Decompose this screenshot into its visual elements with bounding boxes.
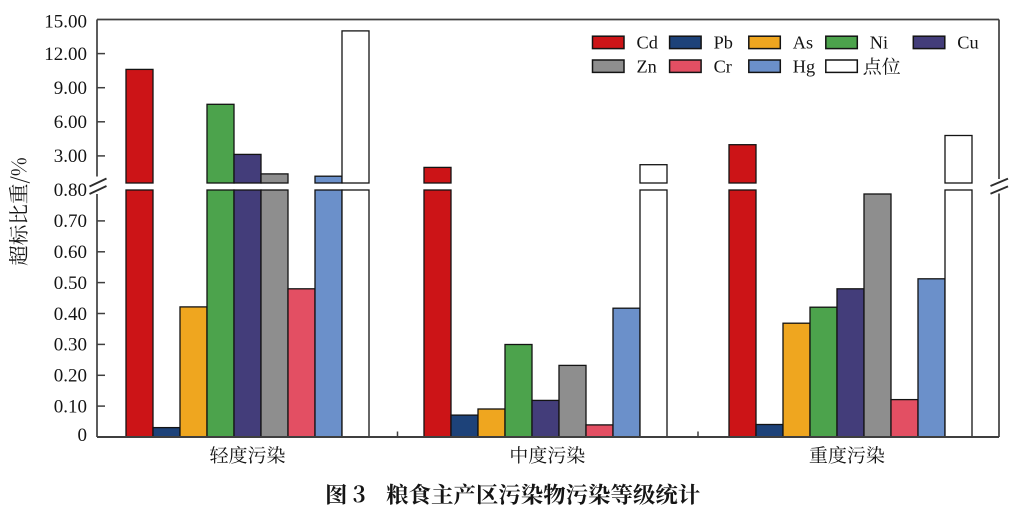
svg-text:Cd: Cd (637, 33, 658, 53)
svg-text:Pb: Pb (714, 33, 733, 53)
svg-text:Cu: Cu (957, 33, 978, 53)
svg-text:Cr: Cr (714, 56, 732, 76)
svg-text:9.00: 9.00 (54, 78, 87, 99)
svg-text:15.00: 15.00 (44, 11, 87, 32)
svg-text:Ni: Ni (870, 33, 888, 53)
svg-text:0.70: 0.70 (54, 211, 87, 232)
svg-text:0.50: 0.50 (54, 273, 87, 294)
svg-text:6.00: 6.00 (54, 112, 87, 133)
svg-text:0.20: 0.20 (54, 366, 87, 387)
svg-text:0.40: 0.40 (54, 304, 87, 325)
svg-text:12.00: 12.00 (44, 44, 87, 65)
svg-text:Zn: Zn (637, 56, 657, 76)
svg-text:0.10: 0.10 (54, 396, 87, 417)
svg-text:3.00: 3.00 (54, 146, 87, 167)
svg-text:As: As (793, 33, 813, 53)
svg-text:0.80: 0.80 (54, 180, 87, 201)
svg-text:Hg: Hg (793, 56, 815, 76)
svg-text:0.60: 0.60 (54, 242, 87, 263)
svg-text:0.30: 0.30 (54, 335, 87, 356)
svg-text:0: 0 (78, 425, 88, 446)
